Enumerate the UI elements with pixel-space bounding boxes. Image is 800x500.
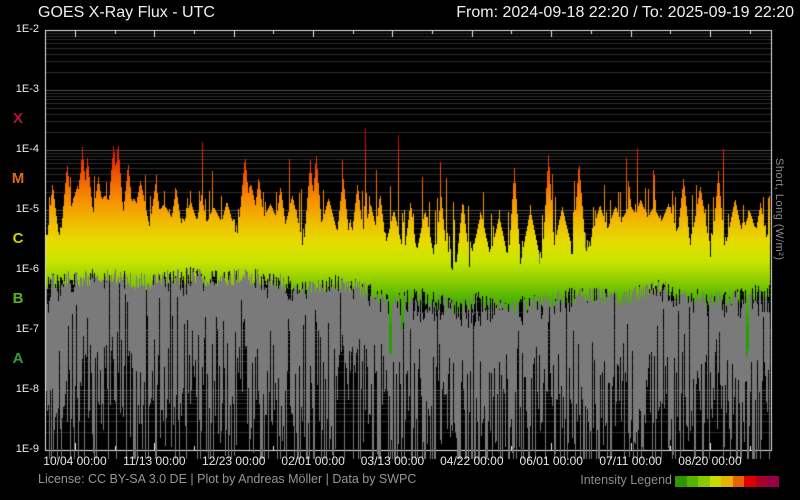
y-tick-label: 1E-4 — [15, 143, 39, 155]
intensity-legend-bar — [675, 476, 779, 487]
y-tick-label: 1E-3 — [15, 83, 39, 95]
intensity-legend-swatch — [732, 476, 744, 487]
y-axis-unit-label: Short, Long (W/m²) — [773, 158, 785, 261]
x-tick-label: 11/13 00:00 — [123, 454, 186, 468]
intensity-legend-swatch — [698, 476, 710, 487]
intensity-legend-swatch — [744, 476, 756, 487]
intensity-legend-swatch — [675, 476, 687, 487]
flux-class-letter-b: B — [12, 290, 24, 307]
x-tick-label: 07/11 00:00 — [599, 454, 662, 468]
intensity-legend-swatch — [686, 476, 698, 487]
flux-class-letter-x: X — [12, 110, 23, 127]
flux-class-letter-a: A — [12, 350, 24, 367]
x-tick-label: 06/01 00:00 — [519, 454, 583, 468]
time-range-label: From: 2024-09-18 22:20 / To: 2025-09-19 … — [456, 4, 794, 21]
y-tick-label: 1E-6 — [15, 263, 39, 275]
x-tick-label: 03/13 00:00 — [360, 454, 425, 468]
y-tick-label: 1E-8 — [15, 383, 39, 395]
flux-class-letter-m: M — [11, 170, 25, 187]
y-tick-label: 1E-9 — [15, 443, 39, 455]
y-tick-label: 1E-5 — [15, 203, 39, 215]
y-tick-label: 1E-2 — [15, 23, 39, 35]
x-tick-label: 02/01 00:00 — [281, 454, 345, 468]
x-tick-label: 10/04 00:00 — [43, 454, 107, 468]
intensity-legend-swatch — [755, 476, 767, 487]
intensity-legend-swatch — [767, 476, 779, 487]
intensity-legend-swatch — [721, 476, 733, 487]
page-title: GOES X-Ray Flux - UTC — [38, 4, 215, 21]
intensity-legend-swatch — [709, 476, 721, 487]
x-tick-label: 04/22 00:00 — [440, 454, 504, 468]
license-credit-text: License: CC BY-SA 3.0 DE | Plot by Andre… — [38, 472, 417, 486]
x-tick-label: 12/23 00:00 — [202, 454, 266, 468]
x-tick-label: 08/20 00:00 — [678, 454, 742, 468]
flux-class-letter-c: C — [12, 230, 24, 247]
y-tick-label: 1E-7 — [15, 323, 39, 335]
intensity-legend-label: Intensity Legend — [580, 473, 672, 487]
